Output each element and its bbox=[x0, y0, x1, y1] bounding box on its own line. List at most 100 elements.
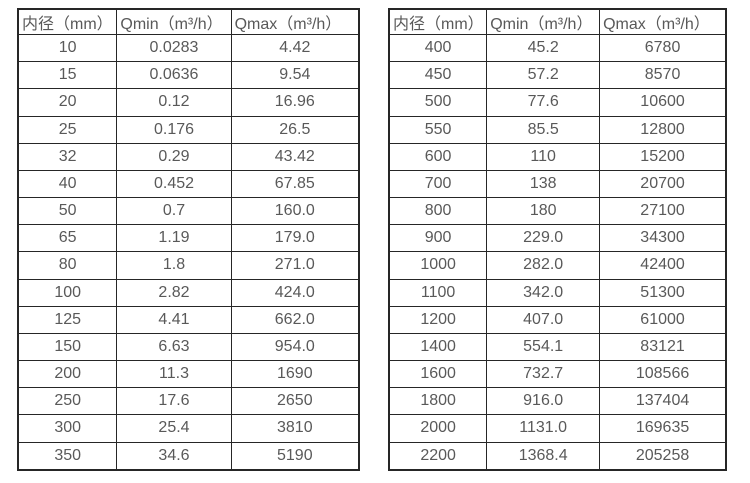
table-cell: 6780 bbox=[599, 33, 727, 63]
table-row: 150 6.63 954.0 bbox=[17, 332, 360, 362]
table-cell: 600 bbox=[388, 142, 488, 171]
table-row: 250 17.6 2650 bbox=[17, 387, 360, 416]
table-cell: 51300 bbox=[599, 278, 727, 307]
spec-table: 内径（mm） Qmin（m³/h） Qmax（m³/h） 10 0.0283 4.42 1… bbox=[17, 8, 360, 471]
table-cell: 400 bbox=[388, 33, 488, 63]
table-cell: 16.96 bbox=[230, 88, 360, 117]
table-cell: 1690 bbox=[230, 360, 360, 389]
table-cell: 77.6 bbox=[486, 88, 601, 117]
table-cell: 3810 bbox=[230, 414, 360, 443]
table-row: 450 57.2 8570 bbox=[388, 61, 727, 90]
table-cell: 342.0 bbox=[486, 278, 601, 307]
table-cell: 1600 bbox=[388, 360, 488, 389]
table-cell: 32 bbox=[17, 142, 118, 171]
table-cell: 42400 bbox=[599, 251, 727, 280]
table-cell: 61000 bbox=[599, 305, 727, 334]
flow-spec-table-small-diameters: 内径（mm） Qmin（m³/h） Qmax（m³/h） 10 0.0283 4.42 1… bbox=[17, 8, 360, 471]
table-row: 10 0.0283 4.42 bbox=[17, 33, 360, 63]
table-cell: 554.1 bbox=[486, 332, 601, 362]
table-cell: 0.176 bbox=[116, 115, 232, 144]
table-cell: 110 bbox=[486, 142, 601, 171]
table-cell: 50 bbox=[17, 197, 118, 226]
table-cell: 500 bbox=[388, 88, 488, 117]
table-row: 1400 554.1 83121 bbox=[388, 332, 727, 362]
table-cell: 2650 bbox=[230, 387, 360, 416]
table-row: 1200 407.0 61000 bbox=[388, 305, 727, 334]
table-cell: 100 bbox=[17, 278, 118, 307]
table-cell: 1000 bbox=[388, 251, 488, 280]
table-cell: 45.2 bbox=[486, 33, 601, 63]
table-cell: 125 bbox=[17, 305, 118, 334]
table-cell: 0.0283 bbox=[116, 33, 232, 63]
table-cell: 282.0 bbox=[486, 251, 601, 280]
table-cell: 1368.4 bbox=[486, 441, 601, 471]
table-cell: 0.12 bbox=[116, 88, 232, 117]
table-cell: 10 bbox=[17, 33, 118, 63]
table-row: 80 1.8 271.0 bbox=[17, 251, 360, 280]
table-cell: 407.0 bbox=[486, 305, 601, 334]
table-row: 1000 282.0 42400 bbox=[388, 251, 727, 280]
table-cell: 12800 bbox=[599, 115, 727, 144]
table-row: 1800 916.0 137404 bbox=[388, 387, 727, 416]
table-row: 65 1.19 179.0 bbox=[17, 224, 360, 253]
table-cell: 900 bbox=[388, 224, 488, 253]
table-row: 200 11.3 1690 bbox=[17, 360, 360, 389]
table-cell: 229.0 bbox=[486, 224, 601, 253]
table-cell: 800 bbox=[388, 197, 488, 226]
header-row: 内径（mm） Qmin（m³/h） Qmax（m³/h） bbox=[17, 8, 360, 35]
column-header-0: 内径（mm） bbox=[388, 8, 488, 35]
table-cell: 65 bbox=[17, 224, 118, 253]
table-cell: 17.6 bbox=[116, 387, 232, 416]
table-row: 15 0.0636 9.54 bbox=[17, 61, 360, 90]
table-cell: 57.2 bbox=[486, 61, 601, 90]
flow-spec-table-large-diameters: 内径（mm） Qmin（m³/h） Qmax（m³/h） 400 45.2 6780 45… bbox=[388, 8, 727, 471]
table-row: 700 138 20700 bbox=[388, 169, 727, 199]
table-cell: 1.8 bbox=[116, 251, 232, 280]
header-row: 内径（mm） Qmin（m³/h） Qmax（m³/h） bbox=[388, 8, 727, 35]
table-row: 1600 732.7 108566 bbox=[388, 360, 727, 389]
table-cell: 0.0636 bbox=[116, 61, 232, 90]
table-row: 800 180 27100 bbox=[388, 197, 727, 226]
table-cell: 205258 bbox=[599, 441, 727, 471]
column-header-1: Qmin（m³/h） bbox=[116, 8, 232, 35]
table-cell: 1131.0 bbox=[486, 414, 601, 443]
table-row: 500 77.6 10600 bbox=[388, 88, 727, 117]
column-header-1: Qmin（m³/h） bbox=[486, 8, 601, 35]
table-cell: 954.0 bbox=[230, 332, 360, 362]
table-row: 2000 1131.0 169635 bbox=[388, 414, 727, 443]
table-cell: 8570 bbox=[599, 61, 727, 90]
table-row: 400 45.2 6780 bbox=[388, 33, 727, 63]
table-cell: 4.42 bbox=[230, 33, 360, 63]
table-row: 1100 342.0 51300 bbox=[388, 278, 727, 307]
table-cell: 108566 bbox=[599, 360, 727, 389]
table-cell: 83121 bbox=[599, 332, 727, 362]
table-row: 40 0.452 67.85 bbox=[17, 169, 360, 199]
table-cell: 2000 bbox=[388, 414, 488, 443]
table-row: 900 229.0 34300 bbox=[388, 224, 727, 253]
column-header-2: Qmax（m³/h） bbox=[599, 8, 727, 35]
table-cell: 250 bbox=[17, 387, 118, 416]
table-row: 300 25.4 3810 bbox=[17, 414, 360, 443]
table-cell: 85.5 bbox=[486, 115, 601, 144]
table-cell: 424.0 bbox=[230, 278, 360, 307]
table-cell: 20700 bbox=[599, 169, 727, 199]
table-cell: 450 bbox=[388, 61, 488, 90]
table-cell: 6.63 bbox=[116, 332, 232, 362]
table-cell: 1200 bbox=[388, 305, 488, 334]
table-cell: 43.42 bbox=[230, 142, 360, 171]
table-row: 2200 1368.4 205258 bbox=[388, 441, 727, 471]
table-cell: 916.0 bbox=[486, 387, 601, 416]
table-cell: 2200 bbox=[388, 441, 488, 471]
table-cell: 700 bbox=[388, 169, 488, 199]
table-cell: 11.3 bbox=[116, 360, 232, 389]
table-row: 50 0.7 160.0 bbox=[17, 197, 360, 226]
table-cell: 1.19 bbox=[116, 224, 232, 253]
table-cell: 160.0 bbox=[230, 197, 360, 226]
table-cell: 200 bbox=[17, 360, 118, 389]
table-cell: 20 bbox=[17, 88, 118, 117]
table-row: 550 85.5 12800 bbox=[388, 115, 727, 144]
table-cell: 34.6 bbox=[116, 441, 232, 471]
table-cell: 2.82 bbox=[116, 278, 232, 307]
table-cell: 0.29 bbox=[116, 142, 232, 171]
table-cell: 1800 bbox=[388, 387, 488, 416]
